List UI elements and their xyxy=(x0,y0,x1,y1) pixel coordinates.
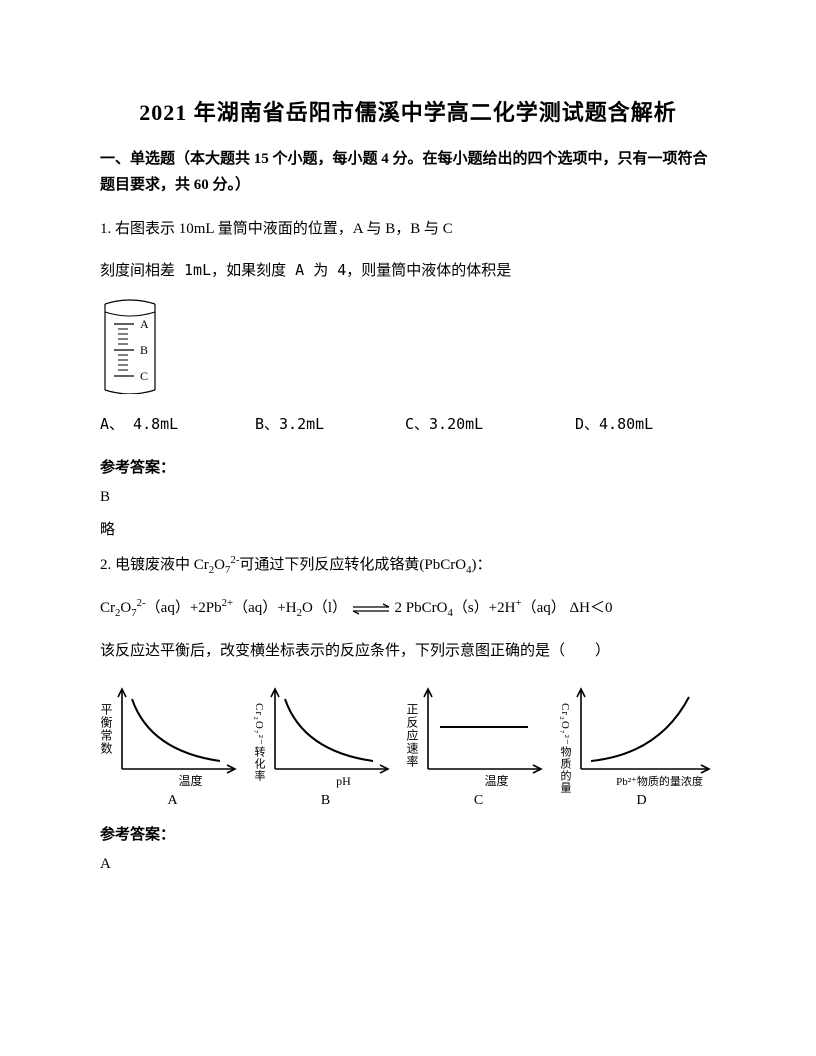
mark-b: B xyxy=(140,343,148,357)
q1-answer-label: 参考答案： xyxy=(100,456,716,477)
chart-a-ylabel: 平衡常数 xyxy=(98,703,115,755)
q1-opt-c: C、3.20mL xyxy=(405,413,575,434)
eq-text: 2 PbCrO xyxy=(395,600,448,616)
eq-text: （s）+2H xyxy=(453,600,516,616)
section-header: 一、单选题（本大题共 15 个小题，每小题 4 分。在每小题给出的四个选项中，只… xyxy=(100,147,716,198)
chart-d-xlabel: Pb²⁺物质的量浓度 xyxy=(559,773,742,789)
chart-b-svg xyxy=(253,679,398,784)
q1-opt-a: A、 4.8mL xyxy=(100,413,255,434)
chart-b-xlabel: pH xyxy=(253,774,416,789)
chart-d-label: D xyxy=(559,793,724,809)
eq-text: （aq）+H xyxy=(233,600,296,616)
q1-options: A、 4.8mL B、3.2mL C、3.20mL D、4.80mL xyxy=(100,413,716,434)
sup: 2- xyxy=(137,597,146,609)
mark-c: C xyxy=(140,369,148,383)
q1-opt-b: B、3.2mL xyxy=(255,413,405,434)
mark-a: A xyxy=(140,317,149,331)
q1-explain: 略 xyxy=(100,518,716,539)
q1-opt-d: D、4.80mL xyxy=(575,413,653,434)
page-title: 2021 年湖南省岳阳市儒溪中学高二化学测试题含解析 xyxy=(100,95,716,127)
q2-equation: Cr2O72-（aq）+2Pb2+（aq）+H2O（l） 2 PbCrO4（s）… xyxy=(100,594,716,623)
charts-row: 平衡常数 温度 A Cr₂O₇²⁻转化率 pH B xyxy=(100,679,716,809)
chart-d: Cr₂O₇²⁻物质的量 Pb²⁺物质的量浓度 D xyxy=(559,679,724,809)
chart-a-xlabel: 温度 xyxy=(100,772,263,789)
chart-c-ylabel: 正反应速率 xyxy=(404,703,421,768)
q1-answer: B xyxy=(100,489,716,506)
chart-a-svg xyxy=(100,679,245,784)
eq-text: Cr xyxy=(100,600,115,616)
q1-line2: 刻度间相差 1mL，如果刻度 A 为 4，则量筒中液体的体积是 xyxy=(100,257,716,284)
chart-c-xlabel: 温度 xyxy=(406,772,569,789)
equilibrium-arrow-icon xyxy=(351,603,391,615)
cylinder-svg: A B C xyxy=(100,298,160,394)
chart-c: 正反应速率 温度 C xyxy=(406,679,551,809)
chart-c-label: C xyxy=(406,793,551,809)
chart-b-label: B xyxy=(253,793,398,809)
q2-line1: 2. 电镀废液中 Cr2O72-可通过下列反应转化成铬黄(PbCrO4)： xyxy=(100,551,716,580)
q2-line3: 该反应达平衡后，改变横坐标表示的反应条件，下列示意图正确的是（ ） xyxy=(100,638,716,665)
chart-a: 平衡常数 温度 A xyxy=(100,679,245,809)
cylinder-figure: A B C xyxy=(100,298,716,399)
chart-b-ylabel: Cr₂O₇²⁻转化率 xyxy=(251,703,267,782)
exam-page: 2021 年湖南省岳阳市儒溪中学高二化学测试题含解析 一、单选题（本大题共 15… xyxy=(0,0,816,925)
q2-answer-label: 参考答案： xyxy=(100,823,716,844)
sup: 2+ xyxy=(222,597,234,609)
chart-b: Cr₂O₇²⁻转化率 pH B xyxy=(253,679,398,809)
chart-c-svg xyxy=(406,679,551,784)
eq-text: O xyxy=(120,600,131,616)
q1-line1: 1. 右图表示 10mL 量筒中液面的位置，A 与 B，B 与 C xyxy=(100,216,716,243)
q2-text: )： xyxy=(472,557,492,573)
eq-text: （aq）+2Pb xyxy=(146,600,222,616)
q2-text: 可通过下列反应转化成铬黄(PbCrO xyxy=(239,557,466,573)
q2-text: 2. 电镀废液中 Cr xyxy=(100,557,209,573)
q2-answer: A xyxy=(100,856,716,873)
eq-text: O（l） xyxy=(302,600,347,616)
chart-d-svg xyxy=(559,679,724,784)
q2-text: O xyxy=(214,557,225,573)
chart-a-label: A xyxy=(100,793,245,809)
eq-text: （aq） ΔH＜0 xyxy=(522,600,613,616)
